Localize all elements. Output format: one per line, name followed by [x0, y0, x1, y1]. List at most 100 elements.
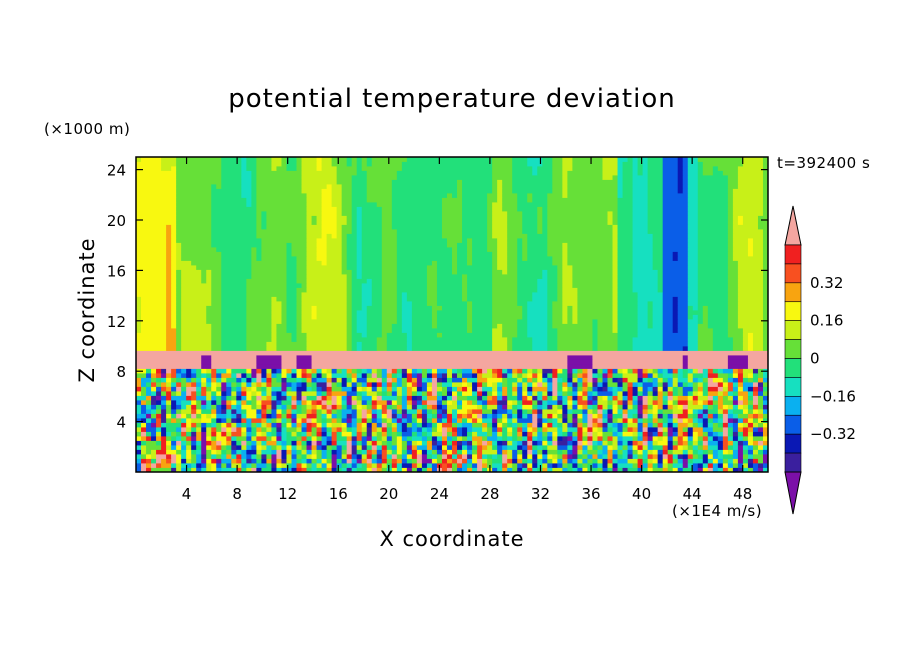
- heatmap-cell: [472, 418, 478, 423]
- heatmap-cell: [612, 256, 618, 261]
- heatmap-cell: [502, 323, 518, 329]
- heatmap-cell: [286, 247, 292, 252]
- heatmap-cell: [502, 391, 508, 396]
- heatmap-cell: [281, 467, 287, 472]
- heatmap-cell: [306, 413, 317, 419]
- heatmap-cell: [707, 458, 714, 464]
- heatmap-cell: [757, 404, 764, 410]
- heatmap-cell: [341, 233, 348, 239]
- heatmap-cell: [637, 395, 644, 401]
- heatmap-cell: [662, 260, 689, 266]
- heatmap-cell: [246, 337, 272, 342]
- heatmap-cell: [246, 445, 252, 450]
- heatmap-cell: [667, 445, 674, 450]
- heatmap-cell: [747, 359, 768, 365]
- heatmap-cell: [221, 323, 247, 329]
- heatmap-cell: [231, 458, 237, 464]
- heatmap-cell: [171, 278, 177, 284]
- heatmap-cell: [647, 220, 664, 225]
- heatmap-cell: [542, 368, 553, 374]
- heatmap-cell: [261, 458, 267, 464]
- heatmap-cell: [146, 436, 152, 441]
- heatmap-cell: [607, 440, 613, 446]
- heatmap-cell: [612, 301, 618, 306]
- heatmap-cell: [747, 467, 754, 472]
- heatmap-cell: [206, 310, 222, 315]
- heatmap-cell: [381, 310, 398, 315]
- heatmap-cell: [672, 400, 679, 405]
- heatmap-cell: [512, 161, 528, 167]
- heatmap-cell: [632, 215, 649, 221]
- heatmap-cell: [487, 215, 493, 221]
- heatmap-cell: [431, 427, 438, 432]
- heatmap-cell: [762, 269, 768, 275]
- heatmap-cell: [206, 400, 212, 405]
- heatmap-cell: [667, 377, 674, 383]
- heatmap-cell: [607, 418, 613, 423]
- heatmap-cell: [677, 427, 684, 432]
- heatmap-cell: [467, 395, 478, 401]
- heatmap-cell: [236, 445, 242, 450]
- heatmap-cell: [687, 305, 694, 311]
- heatmap-cell: [712, 395, 719, 401]
- heatmap-cell: [727, 386, 734, 392]
- heatmap-cell: [326, 251, 343, 257]
- heatmap-cell: [752, 400, 759, 405]
- heatmap-cell: [487, 413, 493, 419]
- heatmap-cell: [762, 175, 768, 180]
- x-tick-label: 36: [581, 485, 600, 503]
- heatmap-cell: [346, 323, 353, 329]
- heatmap-cell: [542, 211, 548, 216]
- heatmap-cell: [246, 197, 252, 203]
- heatmap-cell: [627, 368, 633, 374]
- heatmap-cell: [702, 467, 709, 472]
- heatmap-cell: [346, 337, 353, 342]
- heatmap-cell: [577, 463, 583, 468]
- heatmap-cell: [161, 400, 167, 405]
- heatmap-cell: [371, 413, 378, 419]
- heatmap-cell: [286, 373, 292, 378]
- heatmap-cell: [301, 323, 348, 329]
- heatmap-cell: [702, 319, 709, 324]
- heatmap-cell: [642, 400, 649, 405]
- heatmap-cell: [697, 229, 729, 234]
- heatmap-cell: [462, 233, 488, 239]
- heatmap-cell: [757, 422, 764, 428]
- heatmap-cell: [316, 310, 348, 315]
- heatmap-cell: [492, 305, 523, 311]
- heatmap-cell: [436, 404, 443, 410]
- heatmap-cell: [552, 382, 558, 387]
- heatmap-cell: [171, 445, 177, 450]
- heatmap-cell: [632, 431, 638, 437]
- heatmap-cell: [231, 449, 237, 455]
- heatmap-cell: [311, 305, 317, 311]
- heatmap-cell: [426, 377, 433, 383]
- heatmap-cell: [662, 170, 679, 176]
- heatmap-cell: [226, 409, 232, 414]
- heatmap-cell: [166, 229, 172, 234]
- heatmap-cell: [241, 409, 247, 414]
- heatmap-cell: [637, 328, 664, 333]
- heatmap-cell: [156, 404, 162, 410]
- heatmap-cell: [336, 215, 348, 221]
- heatmap-cell: [502, 332, 518, 338]
- heatmap-cell: [296, 454, 302, 459]
- heatmap-cell: [301, 458, 307, 464]
- heatmap-cell: [421, 386, 428, 392]
- heatmap-cell: [361, 427, 368, 432]
- heatmap-cell: [356, 247, 363, 252]
- heatmap-cell: [712, 467, 719, 472]
- heatmap-cell: [652, 400, 659, 405]
- heatmap-cell: [336, 175, 353, 180]
- heatmap-cell: [371, 463, 378, 468]
- heatmap-cell: [436, 278, 463, 284]
- heatmap-cell: [522, 247, 528, 252]
- heatmap-cell: [652, 265, 664, 270]
- heatmap-cell: [752, 413, 759, 419]
- heatmap-cell: [452, 391, 458, 396]
- heatmap-cell: [361, 166, 403, 171]
- heatmap-cell: [502, 368, 508, 374]
- heatmap-cell: [477, 400, 483, 405]
- heatmap-cell: [251, 256, 257, 261]
- heatmap-cell: [386, 341, 408, 347]
